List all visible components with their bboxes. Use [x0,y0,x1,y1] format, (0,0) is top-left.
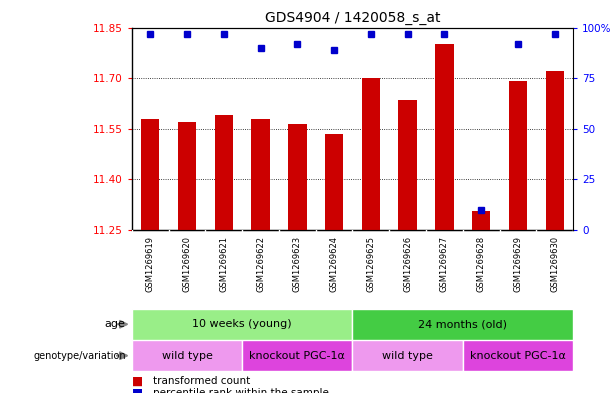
Text: percentile rank within the sample: percentile rank within the sample [153,388,329,393]
Text: GSM1269628: GSM1269628 [477,236,485,292]
Bar [435,44,454,230]
Text: GSM1269625: GSM1269625 [367,236,375,292]
Bar [509,81,527,230]
Text: wild type: wild type [162,351,212,361]
Text: GSM1269627: GSM1269627 [440,236,449,292]
Bar [472,211,490,230]
Bar [398,100,417,230]
Bar [132,309,352,340]
Bar [288,124,306,230]
Bar [251,119,270,230]
Text: GSM1269622: GSM1269622 [256,236,265,292]
Bar [325,134,343,230]
Text: genotype/variation: genotype/variation [33,351,126,361]
Text: GSM1269629: GSM1269629 [514,236,522,292]
Text: knockout PGC-1α: knockout PGC-1α [470,351,566,361]
Text: GSM1269620: GSM1269620 [183,236,191,292]
Text: GSM1269619: GSM1269619 [146,236,154,292]
Text: GSM1269624: GSM1269624 [330,236,338,292]
Bar [546,72,564,230]
Title: GDS4904 / 1420058_s_at: GDS4904 / 1420058_s_at [265,11,440,25]
Text: ■: ■ [132,386,143,393]
Bar [141,119,159,230]
Bar [463,340,573,371]
Text: transformed count: transformed count [153,376,251,386]
Text: GSM1269623: GSM1269623 [293,236,302,292]
Text: ■: ■ [132,375,143,388]
Bar [352,309,573,340]
Text: GSM1269626: GSM1269626 [403,236,412,292]
Bar [215,115,233,230]
Text: wild type: wild type [383,351,433,361]
Bar [362,78,380,230]
Text: 10 weeks (young): 10 weeks (young) [192,319,292,329]
Text: knockout PGC-1α: knockout PGC-1α [249,351,345,361]
Bar [132,340,242,371]
Bar [178,122,196,230]
Text: 24 months (old): 24 months (old) [418,319,508,329]
Text: GSM1269630: GSM1269630 [550,236,559,292]
Text: GSM1269621: GSM1269621 [219,236,228,292]
Text: age: age [105,319,126,329]
Bar [242,340,352,371]
Bar [352,340,463,371]
